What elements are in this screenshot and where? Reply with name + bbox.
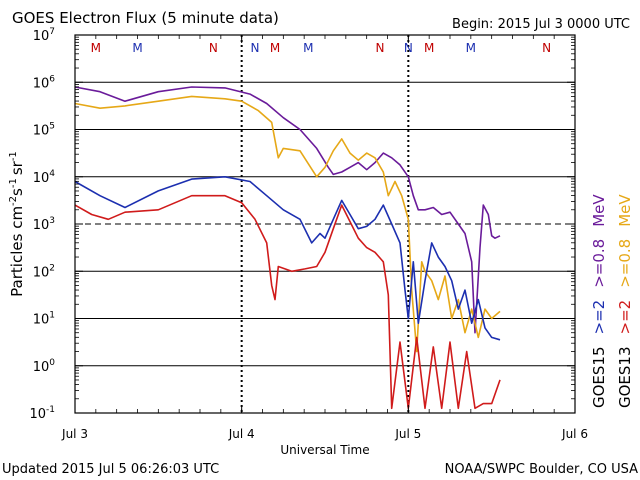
y-axis-label-s: s [8,188,26,196]
legend-entry: MeV [616,194,634,227]
local-time-marker: M [91,41,101,55]
legend-line-goes15: GOES15 >=2 >=0.8 MeV [590,194,608,408]
y-tick-label-exponent: 3 [49,216,55,226]
y-axis-label-exp3: -1 [8,151,19,161]
y-tick-label-exponent: 2 [49,263,55,273]
x-tick-label: Jul 4 [228,427,255,441]
y-tick-label: 102 [33,263,55,280]
y-axis-label-exp2: -1 [8,178,19,188]
local-time-marker: M [270,41,280,55]
updated-timestamp: Updated 2015 Jul 5 06:26:03 UTC [2,462,219,477]
y-axis-label-base: Particles cm [8,206,26,297]
y-tick-label: 106 [33,74,56,91]
legend-entry: GOES15 [590,346,608,408]
series-line-2 [74,176,501,341]
y-tick-label: 105 [33,122,55,139]
y-tick-label: 100 [33,358,56,375]
y-axis-label: Particles cm-2s-1sr-1 [8,151,26,297]
y-axis-label-sr: sr [8,160,26,175]
y-tick-label-base: 10 [33,218,50,233]
x-axis-label: Universal Time [280,443,369,457]
y-axis-label-exp1: -2 [8,196,19,206]
y-tick-label-exponent: 0 [49,358,55,368]
y-tick-label-exponent: 6 [49,74,55,84]
y-tick-label-base: 10 [33,360,50,375]
y-tick-label-base: 10 [33,124,50,139]
x-tick-label: Jul 3 [61,427,88,441]
local-time-marker: M [303,41,313,55]
legend-entry: GOES13 [616,346,634,408]
legend-layer: GOES15 >=2 >=0.8 MeV GOES13 >=2 >=0.8 MeV [590,194,634,408]
local-time-marker: M [466,41,476,55]
y-tick-label-base: 10 [33,29,50,44]
y-tick-label: 10-1 [29,405,55,422]
y-tick-label-exponent: -1 [46,405,55,415]
legend-entry: >=0.8 [616,239,634,288]
y-tick-label-base: 10 [33,171,50,186]
x-tick-label: Jul 6 [561,427,588,441]
legend-line-goes13: GOES13 >=2 >=0.8 MeV [616,194,634,408]
legend-entry: >=2 [616,300,634,335]
local-time-marker: N [251,41,260,55]
series-line-1 [74,95,501,353]
credit-label: NOAA/SWPC Boulder, CO USA [445,462,638,477]
begin-label: Begin: 2015 Jul 3 0000 UTC [452,17,630,32]
local-time-marker: N [209,41,218,55]
y-tick-label: 107 [33,27,55,44]
legend-entry: >=0.8 [590,239,608,288]
local-time-marker: N [404,41,413,55]
y-tick-label: 103 [33,216,55,233]
y-tick-label-exponent: 5 [49,122,55,132]
y-tick-label-base: 10 [29,407,46,422]
x-tick-label: Jul 5 [394,427,421,441]
y-tick-label-base: 10 [33,313,50,328]
chart-title: GOES Electron Flux (5 minute data) [12,9,279,27]
legend-entry: >=2 [590,300,608,335]
grid-layer [75,35,575,413]
y-tick-label: 101 [33,311,55,328]
series-line-3 [74,194,501,410]
y-tick-label-base: 10 [33,265,50,280]
legend-entry: MeV [590,194,608,227]
y-tick-label-base: 10 [33,76,50,91]
local-time-marker: M [424,41,434,55]
local-time-marker: M [132,41,142,55]
series-layer [74,86,501,410]
local-time-marker: N [542,41,551,55]
y-tick-label: 104 [33,169,56,186]
y-tick-label-exponent: 4 [49,169,55,179]
y-tick-label-exponent: 1 [49,311,55,321]
local-time-marker: N [376,41,385,55]
y-tick-label-exponent: 7 [49,27,55,37]
